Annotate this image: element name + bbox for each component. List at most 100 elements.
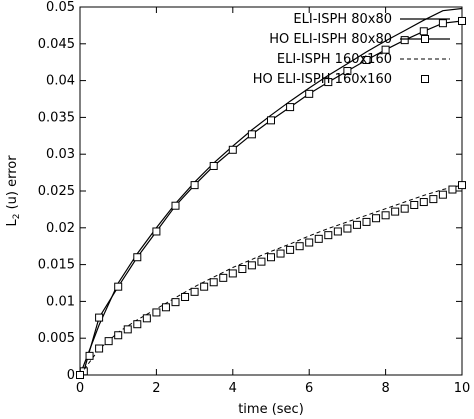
- series-4: [76, 181, 466, 379]
- x-tick-label: 0: [76, 381, 84, 396]
- data-point: [362, 217, 371, 226]
- data-point: [104, 337, 113, 346]
- data-point: [438, 19, 447, 28]
- data-point: [324, 78, 333, 87]
- data-point: [133, 253, 142, 262]
- x-tick-label: 8: [381, 381, 389, 396]
- x-axis: 0 2 4 6 8 10: [76, 7, 470, 396]
- y-tick-label: 0.005: [38, 331, 75, 346]
- data-point: [448, 185, 457, 194]
- data-point: [267, 253, 275, 262]
- data-point: [458, 16, 466, 25]
- data-point: [142, 314, 151, 323]
- data-point: [391, 207, 400, 216]
- y-tick-label: 0.05: [46, 0, 75, 15]
- data-point: [95, 313, 104, 322]
- data-point: [352, 220, 361, 229]
- data-point: [133, 320, 142, 329]
- data-point: [295, 242, 304, 251]
- data-point: [219, 273, 228, 282]
- data-point: [190, 287, 199, 296]
- data-point: [209, 161, 218, 170]
- data-point: [381, 211, 390, 220]
- data-point: [209, 278, 218, 287]
- data-point: [438, 190, 447, 199]
- data-point: [286, 245, 295, 254]
- y-tick-label: 0: [67, 368, 75, 383]
- data-point: [152, 227, 161, 236]
- data-point: [429, 195, 438, 204]
- data-point: [305, 238, 314, 247]
- data-point: [247, 130, 256, 139]
- y-tick-label: 0.015: [38, 258, 75, 273]
- series-1: [79, 7, 463, 376]
- data-point: [267, 116, 275, 125]
- series-line: [79, 7, 463, 376]
- data-point: [276, 249, 285, 258]
- data-point: [247, 261, 256, 270]
- data-point: [314, 234, 323, 243]
- y-tick-label: 0.045: [38, 37, 75, 52]
- data-point: [257, 257, 266, 266]
- data-point: [419, 198, 428, 207]
- y-axis-title-subscript: 2: [12, 214, 22, 220]
- series-3: [79, 184, 463, 376]
- x-tick-label: 4: [229, 381, 237, 396]
- data-point: [381, 45, 390, 54]
- legend-marker-sample: [421, 35, 429, 43]
- x-axis-title: time (sec): [238, 402, 304, 417]
- data-point: [171, 201, 180, 210]
- data-point: [114, 282, 123, 291]
- data-point: [324, 231, 333, 240]
- y-tick-label: 0.035: [38, 110, 75, 125]
- legend-label-4: HO ELI-ISPH 160x160: [253, 72, 392, 87]
- data-point: [400, 204, 409, 213]
- data-point: [95, 344, 104, 353]
- data-point: [362, 55, 371, 64]
- data-point: [372, 214, 381, 223]
- data-point: [123, 325, 132, 334]
- data-point: [343, 224, 352, 233]
- y-axis-title-main: L: [5, 219, 20, 227]
- legend: ELI-ISPH 80x80 HO ELI-ISPH 80x80 ELI-ISP…: [253, 12, 450, 87]
- series-line: [79, 20, 463, 376]
- y-tick-label: 0.03: [46, 147, 75, 162]
- legend-marker-sample: [421, 75, 429, 83]
- y-tick-label: 0.02: [46, 221, 75, 236]
- x-tick-label: 10: [454, 381, 471, 396]
- data-point: [76, 371, 84, 379]
- data-point: [400, 36, 409, 45]
- x-tick-label: 2: [152, 381, 160, 396]
- data-point: [343, 67, 352, 76]
- data-point: [161, 303, 170, 312]
- y-tick-label: 0.025: [38, 184, 75, 199]
- data-point: [228, 145, 237, 154]
- data-point: [228, 269, 237, 278]
- legend-label-1: ELI-ISPH 80x80: [293, 12, 392, 27]
- legend-label-3: ELI-ISPH 160x160: [277, 52, 392, 67]
- series-layer: [76, 7, 466, 379]
- data-point: [286, 103, 295, 112]
- y-tick-label: 0.04: [46, 74, 75, 89]
- data-point: [458, 181, 466, 190]
- data-point: [305, 89, 314, 98]
- data-point: [171, 298, 180, 307]
- data-point: [152, 308, 161, 317]
- y-axis-title: L2 (u) error: [5, 155, 22, 227]
- data-point: [114, 331, 123, 340]
- data-point: [181, 292, 190, 301]
- data-point: [200, 282, 209, 291]
- legend-label-2: HO ELI-ISPH 80x80: [269, 32, 392, 47]
- data-point: [85, 351, 94, 360]
- series-dashed-line: [79, 184, 463, 376]
- data-point: [410, 200, 419, 209]
- y-axis: 0 0.005 0.01 0.015 0.02 0.025 0.03 0.035 0.04 0.0…: [38, 0, 462, 383]
- y-tick-label: 0.01: [46, 294, 75, 309]
- data-point: [419, 27, 428, 36]
- data-point: [238, 265, 247, 274]
- x-tick-label: 6: [305, 381, 313, 396]
- y-axis-title-rest: (u) error: [5, 155, 20, 214]
- data-point: [190, 181, 199, 190]
